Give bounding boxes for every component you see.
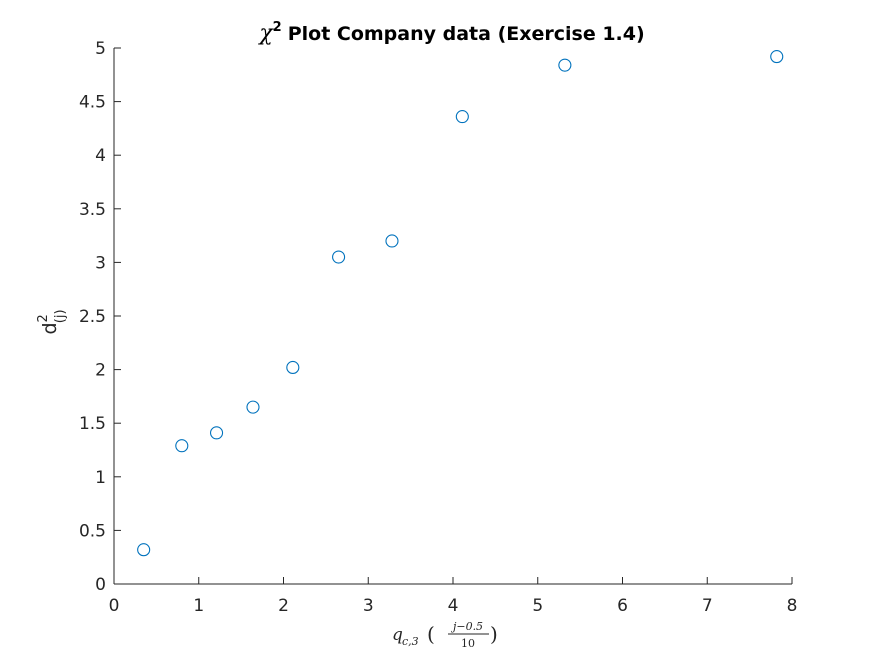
x-tick-label: 8 (787, 596, 798, 616)
data-point (286, 360, 300, 375)
y-tick-label: 1 (95, 468, 106, 488)
x-label-q: q (392, 625, 403, 645)
x-label-subscript: c,3 (402, 635, 419, 648)
chart-title: χ2 Plot Company data (Exercise 1.4) (257, 20, 644, 46)
data-point (175, 439, 189, 453)
y-tick-label: 3 (95, 253, 106, 273)
y-tick-label: 2 (95, 361, 106, 381)
y-axis-label: d2 (j) (36, 309, 68, 334)
x-tick-label: 0 (109, 596, 120, 616)
title-superscript: 2 (273, 20, 282, 35)
data-point (770, 50, 784, 64)
y-tick-label: 0.5 (79, 521, 106, 541)
data-point (455, 110, 469, 124)
y-axis-ticks: 0 0.5 1 1.5 2 2.5 3 3.5 4 4.5 5 (79, 39, 121, 595)
title-chi-symbol: χ (257, 21, 274, 46)
x-tick-label: 2 (278, 596, 289, 616)
x-tick-label: 5 (532, 596, 543, 616)
x-axis-label: q c,3 ( j−0.5 10 ) (392, 620, 498, 650)
data-points (137, 50, 784, 557)
x-axis-ticks: 0 1 2 3 4 5 6 7 8 (109, 577, 798, 616)
title-text: Plot Company data (Exercise 1.4) (288, 23, 645, 45)
x-label-numerator: j−0.5 (450, 620, 483, 633)
x-label-denominator: 10 (461, 637, 475, 650)
x-tick-label: 6 (617, 596, 628, 616)
y-tick-label: 2.5 (79, 307, 106, 327)
y-tick-label: 1.5 (79, 414, 106, 434)
axes (113, 48, 792, 585)
data-point (332, 250, 346, 264)
x-label-close-paren: ) (490, 622, 498, 646)
x-label-open-paren: ( (427, 622, 435, 646)
x-tick-label: 4 (448, 596, 459, 616)
data-point (209, 426, 224, 440)
y-label-superscript: 2 (36, 314, 51, 322)
y-tick-label: 5 (95, 39, 106, 59)
x-tick-label: 3 (363, 596, 374, 616)
data-point (385, 234, 399, 248)
y-label-subscript: (j) (53, 309, 68, 323)
y-tick-label: 3.5 (79, 200, 106, 220)
x-tick-label: 1 (193, 596, 204, 616)
y-tick-label: 0 (95, 575, 106, 595)
data-point (246, 400, 260, 414)
y-label-base: d (39, 322, 61, 334)
y-tick-label: 4.5 (79, 93, 106, 113)
y-tick-label: 4 (95, 146, 106, 166)
data-point (558, 58, 572, 72)
x-tick-label: 7 (702, 596, 713, 616)
data-point (137, 543, 151, 557)
